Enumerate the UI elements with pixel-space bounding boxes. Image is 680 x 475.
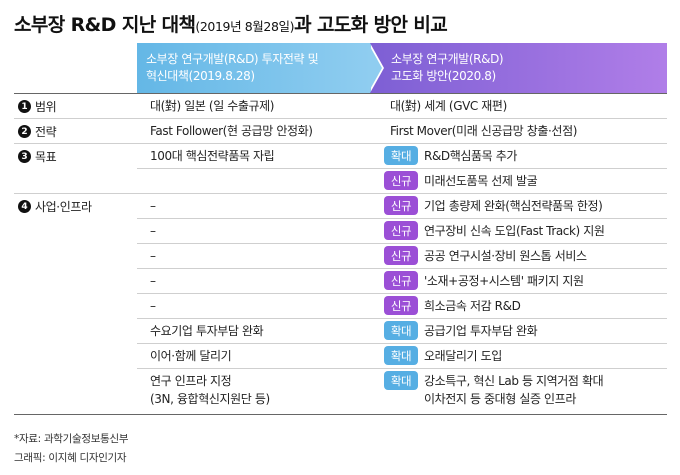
row-divider	[14, 143, 667, 144]
new-policy-cell: 공공 연구시설·장비 원스톱 서비스	[424, 249, 587, 263]
old-policy-cell: –	[150, 274, 156, 288]
new-policy-cell: 강소특구, 혁신 Lab 등 지역거점 확대	[424, 374, 604, 388]
header-old-line1: 소부장 연구개발(R&D) 투자전략 및	[146, 52, 319, 66]
old-policy-cell: 대(對) 일본 (일 수출규제)	[150, 99, 275, 113]
old-policy-cell: –	[150, 249, 156, 263]
expand-badge: 확대	[384, 146, 418, 165]
row-divider	[14, 118, 667, 119]
new-policy-cell: R&D핵심품목 추가	[424, 149, 517, 163]
old-policy-cell: 이어·함께 달리기	[150, 349, 232, 363]
new-policy-cell: 오래달리기 도입	[424, 349, 502, 363]
table-bottom-rule	[14, 414, 667, 415]
expand-badge: 확대	[384, 371, 418, 390]
category-label: 사업·인프라	[35, 200, 92, 214]
header-new-line2: 고도화 방안(2020.8)	[391, 69, 496, 83]
row-divider	[137, 293, 667, 294]
category-number: 1	[18, 100, 31, 113]
category-scope: 1 범위	[18, 98, 57, 115]
new-policy-cell: 연구장비 신속 도입(Fast Track) 지원	[424, 224, 605, 238]
category-strategy: 2 전략	[18, 123, 57, 140]
old-policy-cell: –	[150, 199, 156, 213]
row-divider	[137, 168, 667, 169]
table-top-rule	[14, 93, 667, 94]
expand-badge: 확대	[384, 321, 418, 340]
old-policy-cell: –	[150, 299, 156, 313]
source-note: *자료: 과학기술정보통신부	[14, 433, 129, 445]
header-new-line1: 소부장 연구개발(R&D)	[391, 52, 504, 66]
old-policy-cell: 연구 인프라 지정	[150, 374, 232, 388]
new-policy-cell: 공급기업 투자부담 완화	[424, 324, 538, 338]
header-arrow	[368, 43, 382, 93]
category-business-infra: 4 사업·인프라	[18, 198, 92, 215]
old-policy-cell: Fast Follower(현 공급망 안정화)	[150, 124, 313, 138]
new-badge: 신규	[384, 221, 418, 240]
row-divider	[137, 368, 667, 369]
old-policy-cell: 수요기업 투자부담 완화	[150, 324, 264, 338]
new-policy-cell-line2: 이차전지 등 중대형 실증 인프라	[424, 392, 576, 406]
header-old-line2: 혁신대책(2019.8.28)	[146, 69, 255, 83]
new-policy-cell: 대(對) 세계 (GVC 재편)	[390, 99, 507, 113]
new-policy-cell: 희소금속 저감 R&D	[424, 299, 521, 313]
old-policy-cell: 100대 핵심전략품목 자립	[150, 149, 275, 163]
credit-note: 그래픽: 이지혜 디자인기자	[14, 452, 127, 464]
old-policy-cell: –	[150, 224, 156, 238]
category-label: 전략	[35, 125, 57, 139]
new-policy-cell: 미래선도품목 선제 발굴	[424, 174, 538, 188]
row-divider	[14, 193, 667, 194]
new-badge: 신규	[384, 296, 418, 315]
new-badge: 신규	[384, 271, 418, 290]
category-goal: 3 목표	[18, 148, 57, 165]
category-number: 4	[18, 200, 31, 213]
new-policy-cell: 기업 총량제 완화(핵심전략품목 한정)	[424, 199, 603, 213]
new-policy-cell: First Mover(미래 신공급망 창출·선점)	[390, 124, 577, 138]
header-old-policy	[137, 43, 371, 93]
expand-badge: 확대	[384, 346, 418, 365]
new-policy-cell: '소재+공정+시스템' 패키지 지원	[424, 274, 584, 288]
row-divider	[137, 218, 667, 219]
new-badge: 신규	[384, 246, 418, 265]
row-divider	[137, 268, 667, 269]
chart-title: 소부장 R&D 지난 대책(2019년 8월28일)과 고도화 방안 비교	[14, 10, 448, 37]
category-label: 범위	[35, 100, 57, 114]
header-new-policy	[370, 43, 667, 93]
old-policy-cell-line2: (3N, 융합혁신지원단 등)	[150, 392, 270, 406]
new-badge: 신규	[384, 196, 418, 215]
row-divider	[137, 243, 667, 244]
row-divider	[137, 318, 667, 319]
title-main-before: 소부장 R&D 지난 대책	[14, 14, 196, 36]
category-label: 목표	[35, 150, 57, 164]
row-divider	[137, 343, 667, 344]
title-main-after: 과 고도화 방안 비교	[294, 14, 448, 36]
category-number: 2	[18, 125, 31, 138]
new-badge: 신규	[384, 171, 418, 190]
category-number: 3	[18, 150, 31, 163]
title-date: (2019년 8월28일)	[195, 19, 295, 34]
